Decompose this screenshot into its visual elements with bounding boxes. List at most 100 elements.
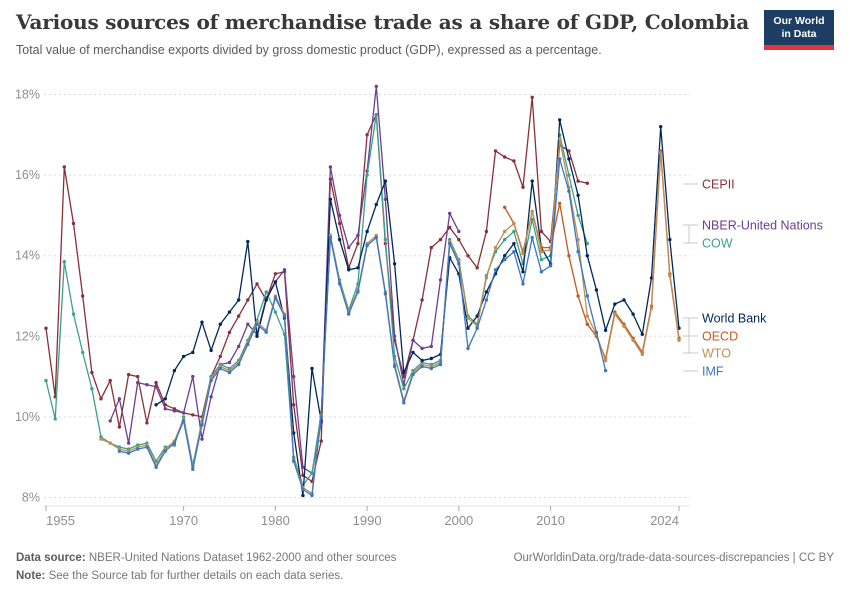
data-point bbox=[392, 364, 397, 369]
data-point bbox=[227, 330, 232, 334]
data-point bbox=[558, 201, 562, 205]
data-point bbox=[429, 344, 433, 349]
data-point bbox=[585, 322, 589, 326]
data-point bbox=[475, 314, 479, 318]
data-point bbox=[475, 326, 479, 330]
data-point bbox=[337, 237, 342, 242]
data-point bbox=[209, 378, 213, 383]
data-point bbox=[392, 262, 397, 266]
data-point bbox=[558, 137, 562, 141]
data-point bbox=[136, 374, 140, 379]
y-axis-tick-label: 16% bbox=[15, 168, 40, 182]
data-point bbox=[200, 437, 204, 441]
data-point bbox=[585, 314, 589, 318]
data-point bbox=[429, 366, 433, 371]
data-point bbox=[521, 252, 525, 256]
data-point bbox=[319, 415, 323, 419]
data-point bbox=[337, 282, 342, 286]
data-point bbox=[530, 95, 534, 99]
data-point bbox=[585, 181, 589, 185]
data-point bbox=[328, 235, 333, 240]
x-axis-tick-label: 1980 bbox=[261, 513, 290, 528]
data-point bbox=[411, 338, 415, 342]
data-point bbox=[420, 346, 424, 351]
data-point bbox=[154, 465, 158, 469]
data-point bbox=[53, 417, 57, 421]
data-point bbox=[402, 387, 406, 391]
data-point bbox=[539, 229, 544, 234]
data-point bbox=[108, 378, 112, 383]
data-point bbox=[264, 330, 268, 334]
data-point bbox=[668, 274, 672, 278]
data-point bbox=[448, 241, 452, 246]
data-point bbox=[62, 260, 66, 264]
data-point bbox=[172, 409, 177, 413]
data-point bbox=[503, 205, 507, 209]
data-point bbox=[539, 270, 544, 274]
data-point bbox=[576, 250, 580, 254]
legend-label-world-bank[interactable]: World Bank bbox=[702, 312, 767, 326]
datasource-label: Data source: bbox=[16, 552, 86, 565]
data-point bbox=[420, 298, 424, 302]
legend-label-cow[interactable]: COW bbox=[702, 237, 733, 251]
data-point bbox=[548, 264, 553, 268]
data-point bbox=[530, 235, 534, 240]
data-point bbox=[558, 157, 562, 161]
data-point bbox=[117, 449, 122, 453]
legend-label-oecd[interactable]: OECD bbox=[702, 330, 738, 344]
data-point bbox=[163, 397, 167, 401]
data-point bbox=[576, 179, 580, 183]
data-point bbox=[337, 213, 342, 218]
legend-label-nber-united-nations[interactable]: NBER-United Nations bbox=[702, 219, 823, 233]
data-point bbox=[319, 439, 323, 443]
legend-label-wto[interactable]: WTO bbox=[702, 347, 731, 361]
page-title: Various sources of merchandise trade as … bbox=[16, 10, 750, 34]
data-point bbox=[503, 155, 507, 159]
data-point bbox=[145, 383, 149, 387]
data-point bbox=[163, 407, 167, 411]
data-point bbox=[81, 350, 85, 355]
data-point bbox=[227, 360, 232, 365]
data-point bbox=[301, 493, 305, 498]
data-point bbox=[62, 165, 66, 169]
data-point bbox=[631, 312, 635, 316]
data-point bbox=[301, 465, 305, 469]
data-point bbox=[237, 344, 241, 349]
data-point bbox=[282, 314, 287, 318]
data-point bbox=[154, 403, 158, 407]
data-point bbox=[126, 451, 131, 455]
data-point bbox=[246, 322, 250, 326]
data-point bbox=[227, 370, 232, 375]
chart-subtitle: Total value of merchandise exports divid… bbox=[16, 43, 602, 57]
owid-url-link[interactable]: OurWorldinData.org/trade-data-sources-di… bbox=[513, 552, 834, 565]
note-line: Note: See the Source tab for further det… bbox=[16, 568, 834, 586]
data-point bbox=[44, 378, 48, 383]
data-point bbox=[200, 320, 204, 324]
data-point bbox=[237, 362, 241, 367]
legend-label-imf[interactable]: IMF bbox=[702, 365, 724, 379]
data-point bbox=[457, 229, 461, 234]
data-point bbox=[493, 149, 498, 153]
series-line-cepii[interactable] bbox=[45, 97, 588, 483]
data-point bbox=[420, 358, 424, 363]
legend-label-cepii[interactable]: CEPII bbox=[702, 178, 735, 192]
owid-logo[interactable]: Our World in Data bbox=[764, 10, 834, 51]
series-line-world-bank[interactable] bbox=[155, 119, 680, 496]
data-point bbox=[191, 413, 195, 417]
data-point bbox=[90, 387, 94, 391]
data-point bbox=[264, 298, 268, 302]
data-point bbox=[503, 229, 507, 234]
data-point bbox=[484, 276, 489, 280]
data-point bbox=[264, 290, 268, 294]
x-axis-tick-label: 1955 bbox=[46, 513, 75, 528]
data-point bbox=[512, 241, 516, 246]
series-line-cow[interactable] bbox=[45, 114, 588, 487]
data-point bbox=[392, 334, 397, 338]
data-point bbox=[246, 239, 250, 244]
series-line-imf[interactable] bbox=[119, 158, 607, 497]
data-point bbox=[273, 280, 278, 284]
data-point bbox=[603, 328, 608, 332]
data-point bbox=[603, 358, 608, 363]
data-point bbox=[521, 282, 525, 286]
data-point bbox=[218, 354, 222, 359]
